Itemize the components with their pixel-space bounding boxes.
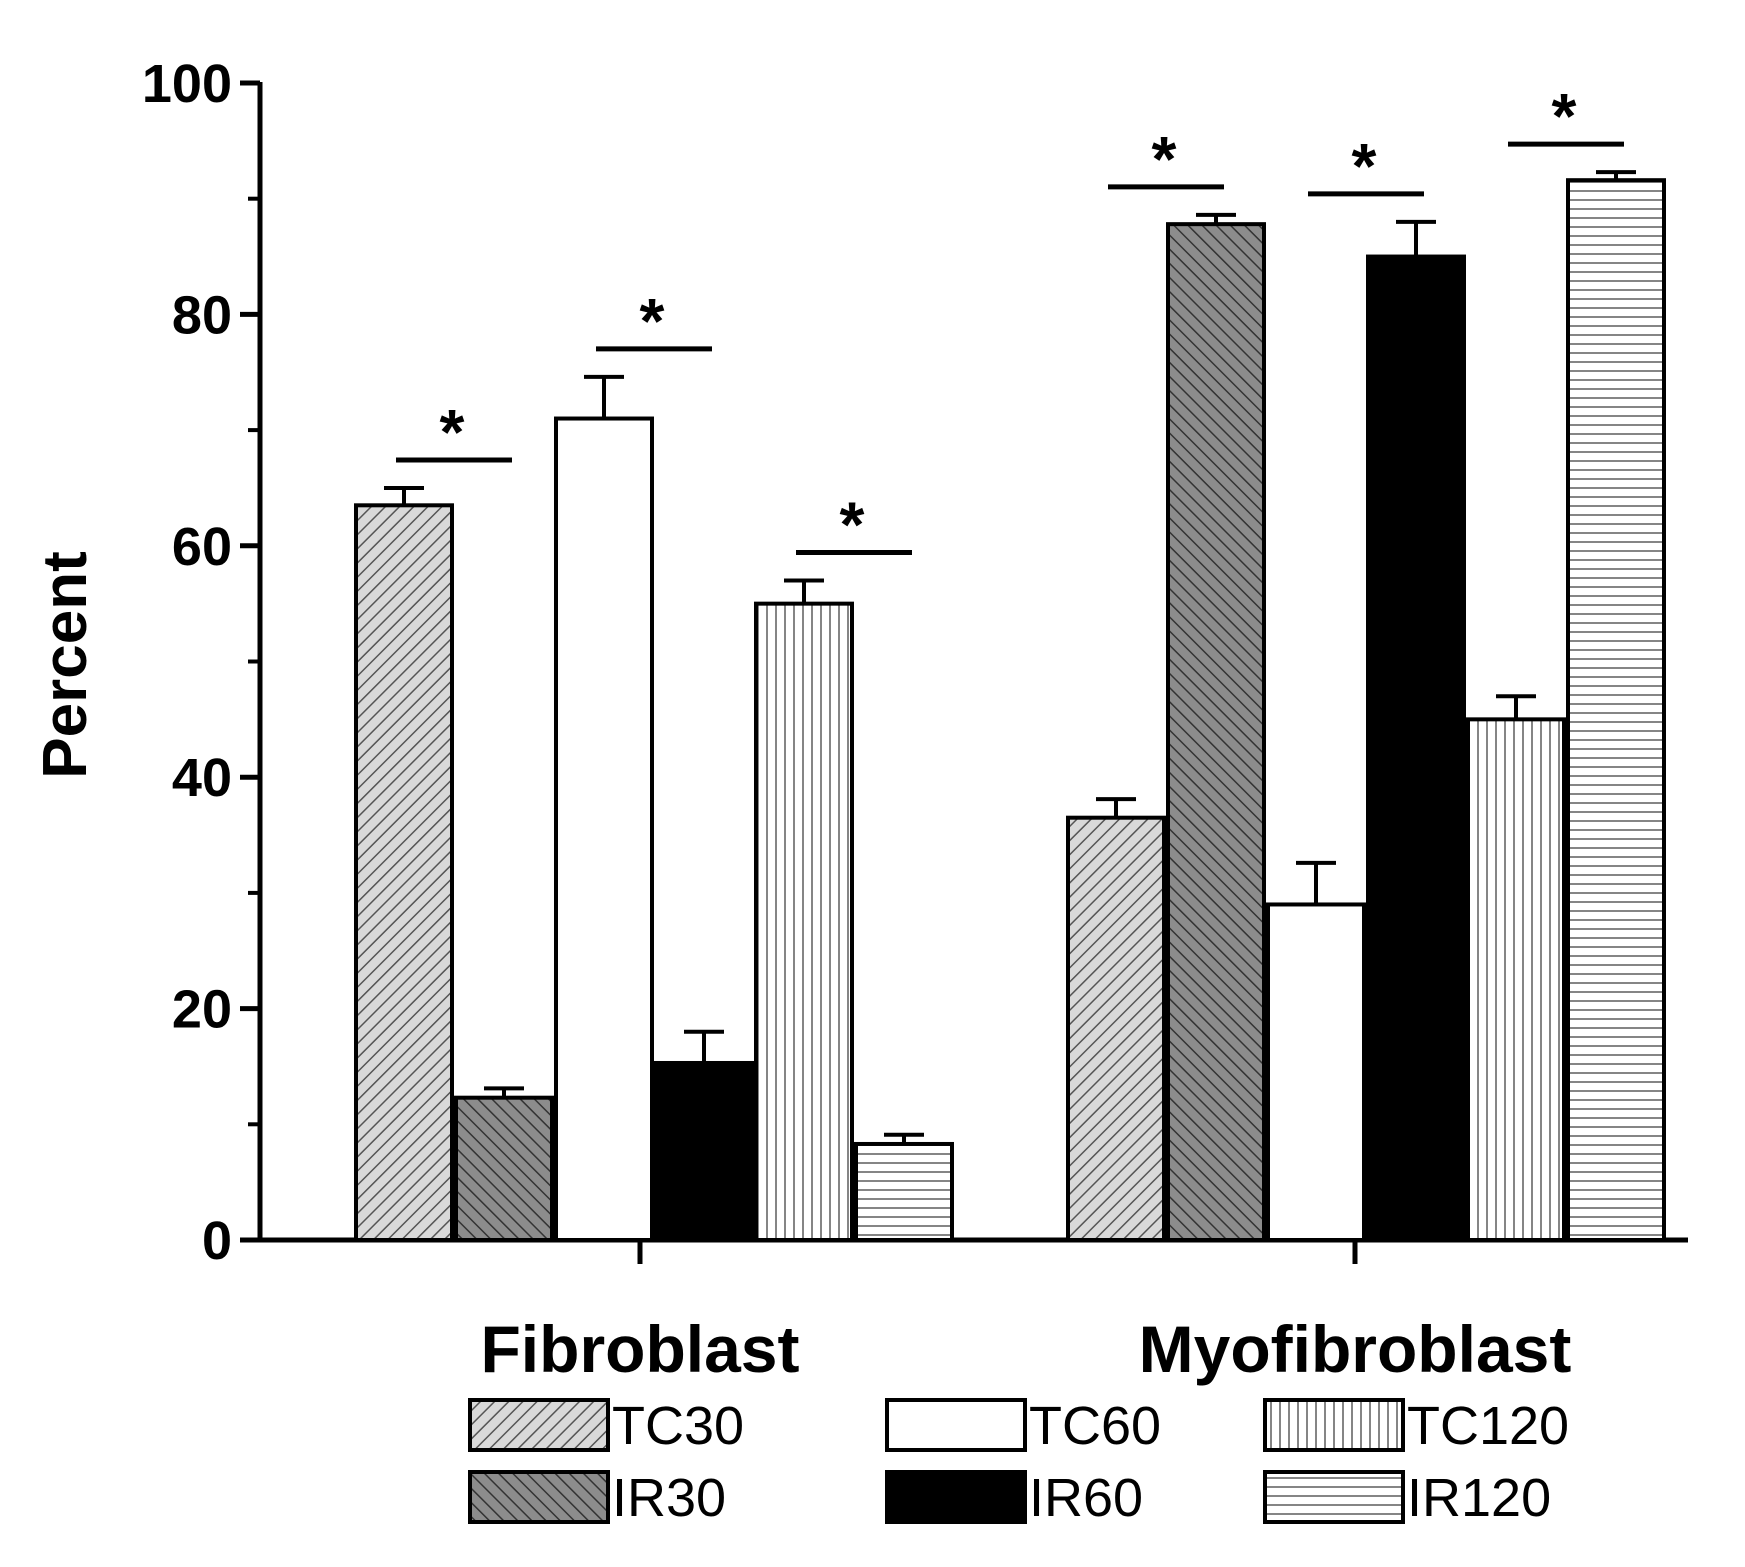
y-tick-label: 0 [202,1211,232,1271]
bar-tc120-myofibroblast [1466,717,1566,1242]
legend-label-tc120: TC120 [1407,1396,1569,1456]
bar-tc120-fibroblast [754,601,854,1242]
legend-label-tc60: TC60 [1029,1396,1161,1456]
y-tick-label: 80 [172,285,232,345]
legend-swatch-ir60 [885,1470,1027,1524]
bar-ir60-myofibroblast [1366,254,1466,1242]
x-category-label: Myofibroblast [1139,1312,1572,1386]
bar-tc30-myofibroblast [1066,815,1166,1242]
legend-swatch-ir120 [1263,1470,1405,1524]
bar-ir60-fibroblast [654,1060,754,1242]
y-axis-title: Percent [31,551,100,778]
legend-label-ir60: IR60 [1029,1468,1143,1528]
y-tick-label: 60 [172,517,232,577]
significance-star: * [640,285,665,357]
x-category-label: Fibroblast [480,1312,799,1386]
significance-star: * [1352,130,1377,202]
significance-star: * [440,396,465,468]
bar-tc30-fibroblast [354,503,454,1242]
bar-ir30-myofibroblast [1166,222,1266,1243]
legend-swatch-tc60 [885,1398,1027,1452]
bar-ir120-fibroblast [854,1141,954,1242]
legend-label-ir30: IR30 [612,1468,726,1528]
legend-label-ir120: IR120 [1407,1468,1551,1528]
y-tick-label: 40 [172,748,232,808]
significance-star: * [840,489,865,561]
bar-tc60-fibroblast [554,416,654,1242]
y-tick-label: 100 [142,54,232,114]
significance-star: * [1152,123,1177,195]
bar-ir30-fibroblast [454,1095,554,1242]
bar-tc60-myofibroblast [1266,902,1366,1242]
bar-ir120-myofibroblast [1566,178,1666,1243]
legend-swatch-tc120 [1263,1398,1405,1452]
legend-label-tc30: TC30 [612,1396,744,1456]
legend-swatch-ir30 [468,1470,610,1524]
legend-swatch-tc30 [468,1398,610,1452]
y-tick-label: 20 [172,980,232,1040]
significance-star: * [1552,80,1577,152]
